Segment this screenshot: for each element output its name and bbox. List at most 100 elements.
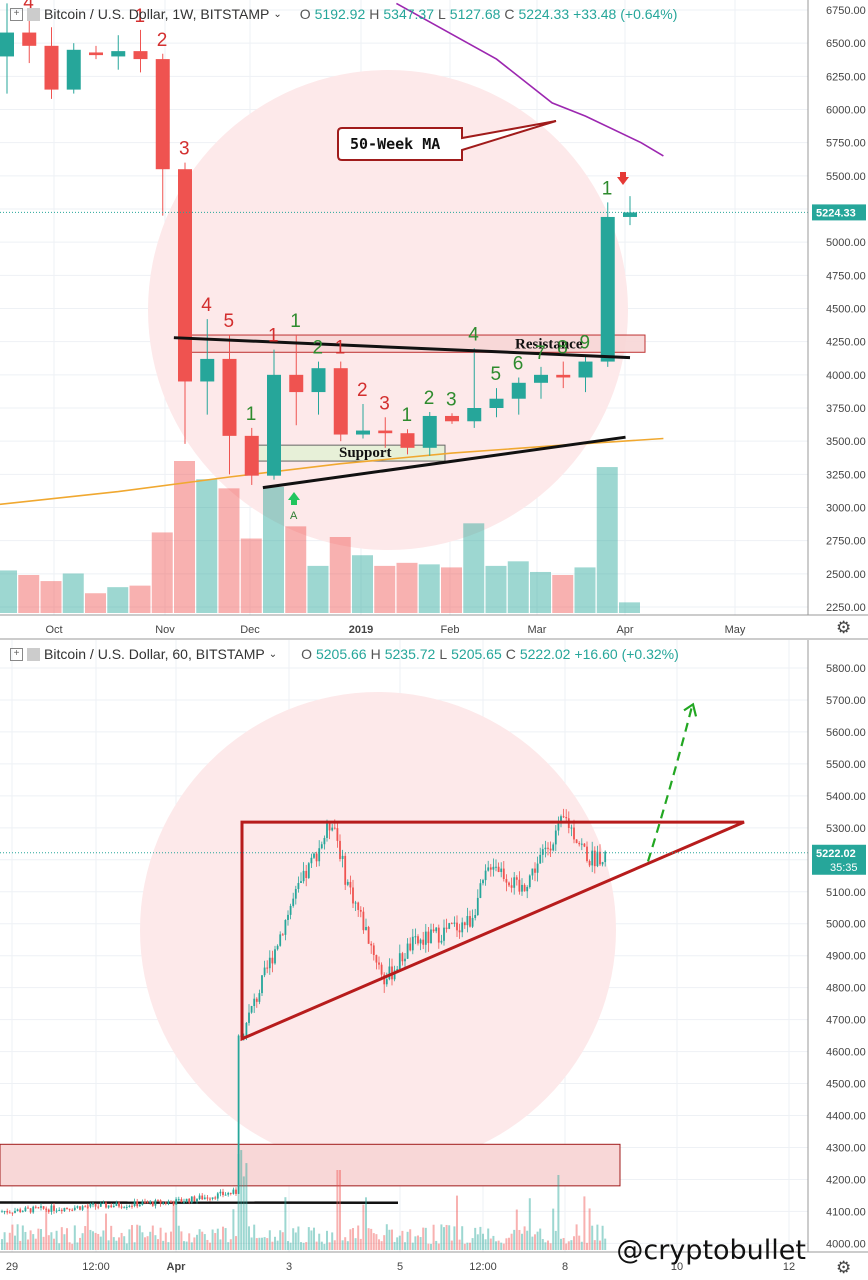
volume-bar	[107, 1240, 110, 1250]
volume-bar	[437, 1243, 440, 1250]
candle	[354, 900, 357, 911]
volume-bar	[318, 1233, 321, 1250]
volume-bar	[63, 1234, 66, 1250]
high-label: H	[370, 646, 381, 662]
bottom-current-price: 5222.02	[816, 848, 856, 860]
volume-bar	[188, 1233, 191, 1250]
candle	[531, 868, 534, 880]
volume-bar	[573, 1236, 575, 1250]
candle	[487, 860, 490, 872]
volume-bar	[107, 587, 129, 613]
expand-icon[interactable]: +	[10, 647, 23, 661]
time-tick: 3	[286, 1261, 292, 1273]
volume-bar	[18, 575, 40, 613]
bottom-symbol[interactable]: Bitcoin / U.S. Dollar, 60, BITSTAMP	[44, 646, 265, 662]
candle	[16, 1208, 19, 1212]
gear-icon[interactable]: ⚙	[836, 1258, 852, 1277]
volume-bar	[339, 1170, 341, 1250]
volume-bar	[497, 1240, 500, 1250]
volume-bar	[144, 1237, 146, 1250]
volume-bar	[183, 1241, 185, 1250]
volume-bar	[42, 1236, 45, 1250]
candle	[344, 852, 347, 891]
candle	[511, 377, 526, 415]
candle	[461, 917, 464, 938]
candle	[336, 820, 339, 848]
candle	[146, 1200, 149, 1204]
candle	[8, 1210, 11, 1214]
candle	[339, 834, 341, 862]
candle	[556, 361, 571, 389]
volume-bar	[547, 1240, 549, 1250]
volume-bar	[601, 1225, 604, 1250]
volume-bar	[396, 562, 418, 613]
candle	[406, 938, 409, 959]
candle	[440, 934, 443, 945]
volume-bar	[211, 1229, 214, 1250]
bottom-high: 5235.72	[384, 646, 436, 662]
candle	[229, 1192, 232, 1196]
volume-bar	[218, 488, 240, 613]
volume-bar	[534, 1234, 536, 1250]
price-tick: 3500.00	[826, 436, 866, 448]
candle	[430, 923, 432, 944]
chevron-down-icon[interactable]: ⌄	[273, 8, 282, 20]
candle	[305, 864, 308, 887]
candle	[370, 941, 373, 954]
candle	[271, 950, 274, 973]
volume-bar	[380, 1241, 383, 1250]
top-symbol[interactable]: Bitcoin / U.S. Dollar, 1W, BITSTAMP	[44, 6, 270, 22]
volume-bar	[68, 1242, 71, 1250]
volume-bar	[440, 1224, 443, 1250]
candle	[357, 901, 360, 917]
candle	[383, 972, 386, 993]
volume-bar	[495, 1241, 497, 1250]
volume-bar	[374, 565, 396, 613]
volume-bar	[485, 565, 507, 613]
volume-bar	[307, 1227, 310, 1250]
price-tick: 4000.00	[826, 1238, 866, 1250]
td-count: 1	[335, 338, 346, 359]
candle	[125, 1204, 128, 1210]
volume-bar	[206, 1239, 209, 1250]
candle	[268, 950, 271, 975]
candle	[11, 1212, 14, 1216]
volume-bar	[170, 1231, 172, 1250]
volume-bar	[62, 573, 84, 613]
candle	[508, 881, 510, 888]
time-tick: May	[725, 624, 746, 636]
volume-bar	[27, 1239, 29, 1250]
volume-bar	[21, 1225, 24, 1250]
candle	[580, 838, 583, 851]
top-time-labels: Oct Nov Dec 2019 Feb Mar Apr May	[45, 624, 745, 636]
volume-bar	[466, 1242, 469, 1250]
volume-bar	[198, 1229, 201, 1250]
candle	[136, 1198, 139, 1209]
candle	[536, 856, 539, 882]
candle	[362, 907, 365, 934]
volume-bar	[185, 1241, 188, 1250]
candle	[544, 840, 547, 858]
weekly-chart[interactable]: Resistance Support 341234511121231234567…	[0, 0, 868, 640]
candle	[214, 1195, 217, 1200]
expand-icon[interactable]: +	[10, 7, 23, 21]
candle	[320, 841, 323, 850]
top-candles	[0, 3, 637, 485]
volume-bar	[263, 1237, 266, 1250]
candle	[604, 850, 607, 867]
candle	[427, 927, 430, 952]
candle	[32, 1205, 35, 1214]
candle	[518, 871, 521, 895]
candle	[419, 938, 422, 951]
candle	[196, 1198, 198, 1204]
hourly-chart[interactable]: 5800.00 5700.00 5600.00 5500.00 5400.00 5300.…	[0, 640, 868, 1280]
td-count: 2	[357, 380, 368, 401]
volume-bar	[45, 1208, 48, 1250]
chevron-down-icon[interactable]: ⌄	[268, 648, 278, 660]
td-count: 2	[157, 30, 168, 51]
volume-bar	[14, 1235, 16, 1250]
close-label: C	[504, 6, 515, 22]
volume-bar	[411, 1242, 414, 1250]
volume-bar	[232, 1209, 235, 1250]
gear-icon[interactable]: ⚙	[836, 618, 852, 637]
